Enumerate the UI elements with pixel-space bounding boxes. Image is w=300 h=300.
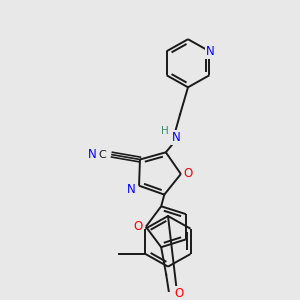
Text: O: O <box>133 220 142 233</box>
Text: N: N <box>88 148 96 161</box>
Text: O: O <box>175 287 184 300</box>
Text: N: N <box>172 131 180 144</box>
Text: C: C <box>98 150 106 160</box>
Text: N: N <box>127 183 135 196</box>
Text: N: N <box>206 45 215 58</box>
Text: H: H <box>161 126 169 136</box>
Text: O: O <box>183 167 193 179</box>
